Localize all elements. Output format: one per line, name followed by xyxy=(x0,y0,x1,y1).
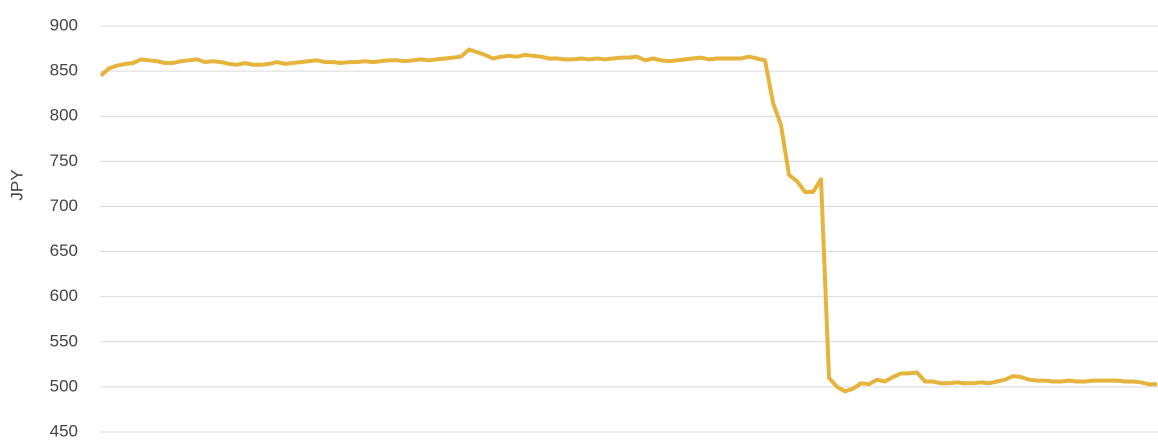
y-tick-label: 700 xyxy=(50,196,78,215)
y-tick-label: 900 xyxy=(50,15,78,34)
y-tick-label: 800 xyxy=(50,106,78,125)
y-tick-label: 750 xyxy=(50,151,78,170)
y-tick-label: 850 xyxy=(50,61,78,80)
y-tick-label: 600 xyxy=(50,286,78,305)
y-tick-label: 550 xyxy=(50,331,78,350)
line xyxy=(99,47,1157,394)
y-axis-label: JPY xyxy=(7,169,26,200)
y-tick-label: 650 xyxy=(50,241,78,260)
y-tick-label: 450 xyxy=(50,421,78,440)
y-tick-label: 500 xyxy=(50,376,78,395)
